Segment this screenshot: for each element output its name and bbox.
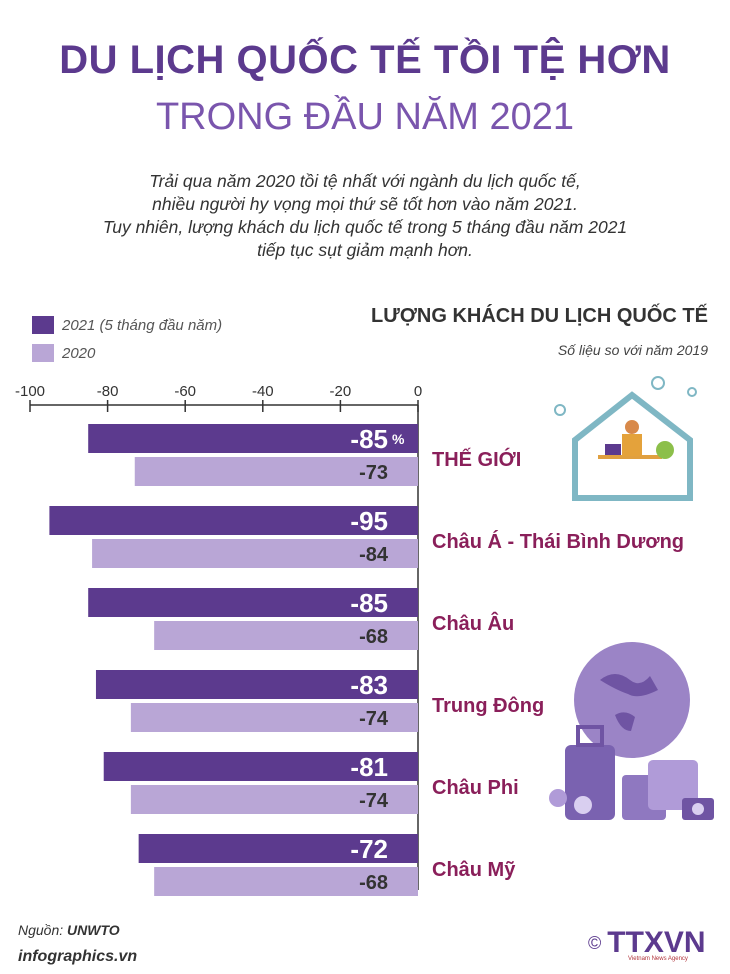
bar-2021 xyxy=(88,588,418,617)
legend-item-2021: 2021 (5 tháng đầu năm) xyxy=(32,316,222,334)
legend-item-2020: 2020 xyxy=(32,344,95,362)
x-tick-label: -100 xyxy=(15,383,45,400)
bar-2020 xyxy=(92,539,418,568)
intro-line: nhiều người hy vọng mọi thứ sẽ tốt hơn v… xyxy=(152,194,578,214)
bar-label-2020: -74 xyxy=(359,708,389,730)
bar-2020 xyxy=(130,703,418,732)
bar-label-2021: -83 xyxy=(350,670,388,700)
category-label: Châu Á - Thái Bình Dương xyxy=(432,530,684,553)
bars-group: -85 %-73 THẾ GIỚI -95 -84 Châu Á - Thái Bình … xyxy=(49,424,684,896)
copyright-icon: © xyxy=(588,932,602,953)
bar-2020 xyxy=(130,785,418,814)
bar-label-2021: -95 xyxy=(350,506,388,536)
bar-label-2021: -85 xyxy=(350,588,388,618)
x-tick-label: -80 xyxy=(97,383,119,400)
bar-2020 xyxy=(134,457,418,486)
category-label: Trung Đông xyxy=(432,695,544,717)
chart-title: LƯỢNG KHÁCH DU LỊCH QUỐC TẾ xyxy=(371,305,708,327)
bar-2020 xyxy=(154,867,418,896)
category-label: Châu Âu xyxy=(432,611,514,635)
bar-label-2021: -72 xyxy=(350,834,388,864)
source-value: UNWTO xyxy=(67,922,120,938)
logo-text: TTXVN xyxy=(607,926,706,959)
x-tick-label: -20 xyxy=(330,383,352,400)
chart-subtitle: Số liệu so với năm 2019 xyxy=(557,342,708,358)
intro-line: tiếp tục sụt giảm mạnh hơn. xyxy=(257,240,473,260)
page-title: DU LỊCH QUỐC TẾ TỒI TỆ HƠN xyxy=(59,38,671,82)
x-tick-label: -40 xyxy=(252,383,274,400)
bar-label-2021: -85 xyxy=(350,424,388,454)
site-name: infographics.vn xyxy=(18,948,138,965)
bar-label-2020: -68 xyxy=(359,872,388,894)
bar-2020 xyxy=(154,621,418,650)
intro-line: Trải qua năm 2020 tồi tệ nhất với ngành … xyxy=(149,171,581,191)
page-subtitle: TRONG ĐẦU NĂM 2021 xyxy=(155,96,575,138)
house-illustration xyxy=(554,376,697,501)
bar-label-2020: -68 xyxy=(359,626,388,648)
x-tick-label: -60 xyxy=(174,383,196,400)
source-label: Nguồn: xyxy=(18,922,64,938)
legend-swatch-2020 xyxy=(32,344,54,362)
legend-label-2021: 2021 (5 tháng đầu năm) xyxy=(62,316,223,334)
category-label: Châu Mỹ xyxy=(432,859,516,881)
bar-label-2021: -81 xyxy=(350,752,388,782)
bar-2021 xyxy=(138,834,418,863)
intro-text: Trải qua năm 2020 tồi tệ nhất với ngành … xyxy=(60,170,670,262)
logo-tagline: Vietnam News Agency xyxy=(628,956,688,962)
bar-label-2020: -74 xyxy=(359,790,389,812)
legend-label-2020: 2020 xyxy=(62,344,96,362)
legend-swatch-2021 xyxy=(32,316,54,334)
category-label: THẾ GIỚI xyxy=(432,447,521,471)
bar-2021 xyxy=(95,670,419,699)
ttxvn-logo: © TTXVN Vietnam News Agency xyxy=(588,926,706,962)
source-note: Nguồn: UNWTO xyxy=(18,922,120,938)
bar-2021 xyxy=(88,424,418,453)
bar-2021 xyxy=(103,752,418,781)
bar-label-2020: -84 xyxy=(359,544,389,566)
intro-line: Tuy nhiên, lượng khách du lịch quốc tế t… xyxy=(102,217,628,237)
globe-travel-illustration xyxy=(549,642,714,820)
unit-label: % xyxy=(392,431,405,447)
category-label: Châu Phi xyxy=(432,777,519,799)
x-tick-label: 0 xyxy=(414,383,422,400)
bar-label-2020: -73 xyxy=(359,462,388,484)
bar-2021 xyxy=(49,506,419,535)
